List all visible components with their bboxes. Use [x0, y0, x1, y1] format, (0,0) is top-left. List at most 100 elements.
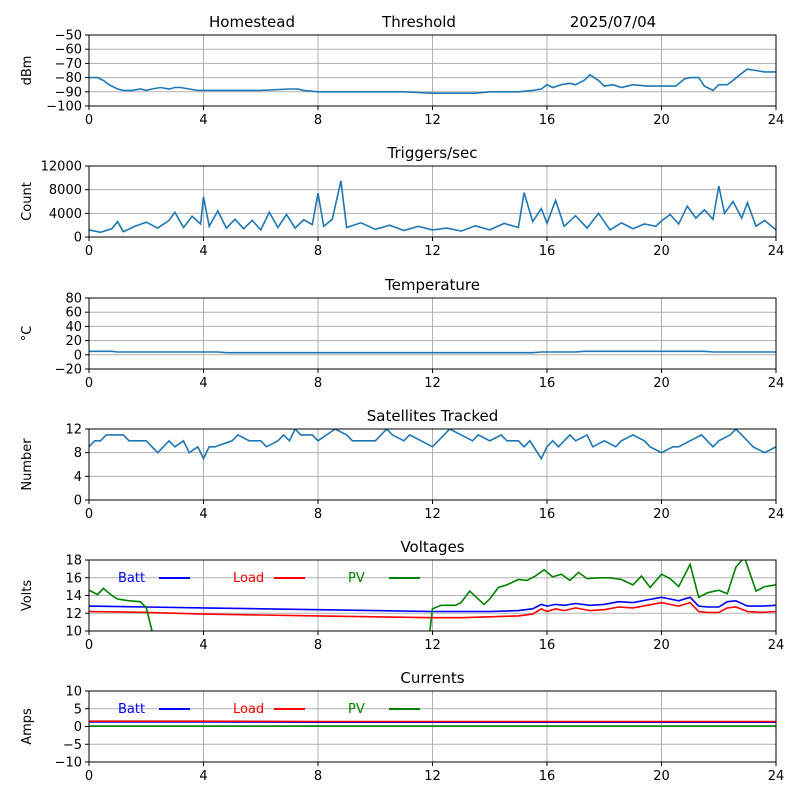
xtick-label-4: 16: [539, 244, 556, 259]
ylabel-rssi: dBm: [20, 56, 35, 86]
ylabel-triggers: Count: [20, 182, 35, 221]
panel-title-temperature: Temperature: [384, 276, 480, 294]
xtick-label-5: 20: [653, 507, 670, 522]
xtick-label-5: 20: [653, 113, 670, 128]
xtick-label-2: 8: [314, 376, 322, 391]
ytick-label-3: 12: [65, 423, 82, 438]
panel-title-triggers: Triggers/sec: [387, 144, 478, 162]
panel-triggers: 0 4 8 12 16 20 24 0 4000 8000 12000 Triggers/sec Cou…: [20, 144, 784, 259]
ytick-label-1: 4: [74, 470, 82, 485]
xtick-label-5: 20: [653, 244, 670, 259]
ytick-label-2: 14: [65, 589, 82, 604]
xtick-label-6: 24: [768, 638, 785, 653]
series-line-rssi-0: [89, 68, 776, 94]
xtick-label-0: 0: [85, 244, 93, 259]
xtick-label-6: 24: [768, 507, 785, 522]
legend-label-currents-1: Load: [233, 702, 264, 717]
xtick-label-0: 0: [85, 507, 93, 522]
panel-satellites: 0 4 8 12 16 20 24 0 4 8 12 Satellites Tracked Number: [20, 407, 784, 522]
xtick-label-4: 16: [539, 507, 556, 522]
xtick-label-0: 0: [85, 113, 93, 128]
panel-voltages: 0 4 8 12 16 20 24 10 12 14 16 18 Voltages Volts Batt Lo…: [20, 538, 785, 653]
xtick-label-3: 12: [424, 376, 441, 391]
xtick-label-6: 24: [768, 376, 785, 391]
ytick-label-0: 0: [74, 231, 82, 246]
ytick-label-4: 60: [65, 306, 82, 321]
xtick-label-5: 20: [653, 769, 670, 784]
ylabel-satellites: Number: [20, 438, 35, 491]
ytick-label-1: −90: [55, 85, 82, 100]
series-line-temperature-0: [89, 350, 776, 354]
header-mode: Threshold: [381, 13, 456, 31]
ytick-label-5: 80: [65, 292, 82, 307]
xtick-label-3: 12: [424, 769, 441, 784]
ylabel-currents: Amps: [20, 708, 35, 745]
xtick-label-1: 4: [199, 376, 207, 391]
xtick-label-1: 4: [199, 507, 207, 522]
ytick-label-5: −50: [55, 29, 82, 44]
ytick-label-0: 10: [65, 625, 82, 640]
xtick-label-1: 4: [199, 113, 207, 128]
xtick-label-2: 8: [314, 507, 322, 522]
ytick-label-2: 8000: [49, 183, 82, 198]
ytick-label-4: 18: [65, 554, 82, 569]
ytick-label-0: −20: [55, 363, 82, 378]
ylabel-temperature: °C: [20, 326, 35, 342]
xtick-label-6: 24: [768, 244, 785, 259]
xtick-label-6: 24: [768, 769, 785, 784]
ytick-label-3: 12000: [41, 160, 82, 175]
xtick-label-3: 12: [424, 244, 441, 259]
legend-label-currents-2: PV: [348, 702, 365, 717]
xtick-label-2: 8: [314, 638, 322, 653]
xtick-label-4: 16: [539, 113, 556, 128]
ytick-label-2: 20: [65, 334, 82, 349]
ytick-label-3: −70: [55, 57, 82, 72]
xtick-label-6: 24: [768, 113, 785, 128]
xtick-label-1: 4: [199, 244, 207, 259]
ylabel-voltages: Volts: [20, 580, 35, 612]
xtick-label-0: 0: [85, 638, 93, 653]
series-line-voltages-2: [89, 560, 776, 631]
series-line-voltages-1: [89, 601, 776, 619]
xtick-label-5: 20: [653, 376, 670, 391]
xtick-label-4: 16: [539, 769, 556, 784]
ytick-label-4: −60: [55, 43, 82, 58]
ytick-label-2: 8: [74, 446, 82, 461]
xtick-label-4: 16: [539, 638, 556, 653]
ytick-label-0: 0: [74, 494, 82, 509]
xtick-label-2: 8: [314, 113, 322, 128]
xtick-label-5: 20: [653, 638, 670, 653]
ytick-label-2: −80: [55, 71, 82, 86]
xtick-label-4: 16: [539, 376, 556, 391]
xtick-label-1: 4: [199, 638, 207, 653]
xtick-label-3: 12: [424, 638, 441, 653]
legend-label-currents-0: Batt: [118, 702, 145, 717]
ytick-label-3: 40: [65, 320, 82, 335]
ytick-label-0: −100: [46, 100, 82, 115]
xtick-label-3: 12: [424, 113, 441, 128]
ytick-label-1: −5: [63, 738, 82, 753]
header-date: 2025/07/04: [570, 13, 656, 31]
legend-label-voltages-2: PV: [348, 571, 365, 586]
xtick-label-0: 0: [85, 769, 93, 784]
series-line-satellites-0: [89, 429, 776, 461]
ytick-label-0: −10: [55, 756, 82, 771]
header-station: Homestead: [209, 13, 295, 31]
ytick-label-3: 16: [65, 571, 82, 586]
xtick-label-2: 8: [314, 244, 322, 259]
ytick-label-3: 5: [74, 702, 82, 717]
xtick-label-2: 8: [314, 769, 322, 784]
series-line-voltages-0: [89, 596, 776, 613]
ytick-label-1: 4000: [49, 207, 82, 222]
xtick-label-3: 12: [424, 507, 441, 522]
panel-currents: 0 4 8 12 16 20 24 −10 −5 0 5 10 Currents Amps Batt Load…: [20, 669, 784, 784]
panel-title-voltages: Voltages: [400, 538, 464, 556]
panel-rssi: 0 4 8 12 16 20 24 −100−90−80−70−60−50 dBm: [20, 29, 784, 129]
legend-label-voltages-1: Load: [233, 571, 264, 586]
ytick-label-4: 10: [65, 685, 82, 700]
xtick-label-0: 0: [85, 376, 93, 391]
